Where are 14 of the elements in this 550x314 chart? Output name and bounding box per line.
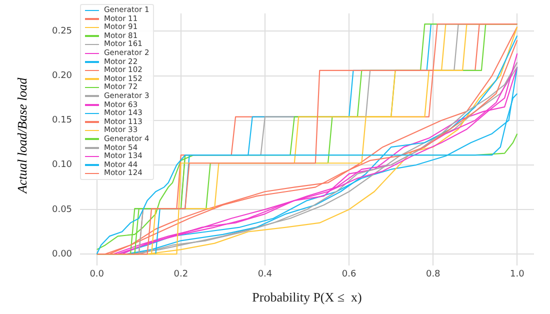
x-tick-label: 1.0 [510,269,525,280]
x-tick-label: 0.0 [90,269,104,280]
x-axis-title: Probability P(X ≤ x) [252,290,362,305]
y-tick-label: 0.20 [52,71,72,82]
x-tick-label: 0.8 [426,269,441,280]
x-tick-label: 0.4 [258,269,272,280]
y-tick-label: 0.25 [52,26,72,37]
y-tick-label: 0.15 [52,116,72,126]
y-tick-label: 0.05 [52,204,72,215]
y-tick-label: 0.10 [52,160,72,170]
x-tick-label: 0.6 [342,269,356,280]
y-axis-title: Actual load/Base load [14,77,30,193]
y-tick-label: 0.00 [52,249,72,260]
x-tick-label: 0.2 [174,269,188,280]
